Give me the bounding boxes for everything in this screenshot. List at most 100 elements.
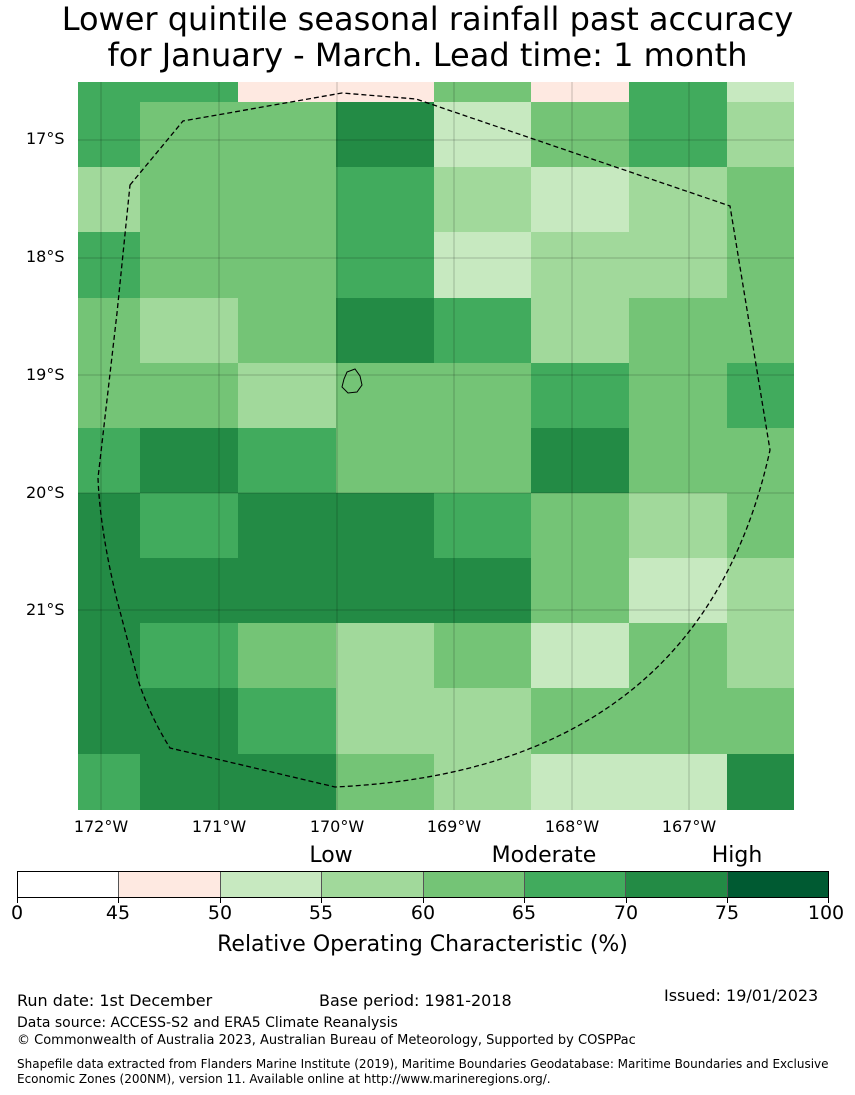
- grid-cell: [336, 232, 434, 298]
- grid-cell: [629, 558, 727, 623]
- grid-cell: [78, 82, 140, 102]
- grid-cell: [140, 754, 238, 810]
- grid-cell: [78, 232, 140, 298]
- grid-cell: [78, 493, 140, 558]
- grid-cell: [238, 558, 336, 623]
- lon-label-172w: 172°W: [73, 817, 129, 836]
- grid-cell: [140, 82, 238, 102]
- grid-cell: [78, 363, 140, 428]
- eez-boundary: [97, 92, 771, 788]
- grid-cell: [629, 688, 727, 754]
- grid-cell: [336, 102, 434, 167]
- data-source: Data source: ACCESS-S2 and ERA5 Climate …: [17, 1015, 398, 1031]
- colorbar-tick: 60: [410, 902, 436, 924]
- grid-cell: [629, 167, 727, 232]
- grid-cell: [238, 232, 336, 298]
- grid-cell: [727, 82, 794, 102]
- grid-cell: [336, 428, 434, 493]
- category-low: Low: [309, 843, 353, 868]
- grid-cell: [629, 298, 727, 363]
- grid-cell: [727, 428, 794, 493]
- grid-cell: [434, 688, 531, 754]
- grid-cell: [434, 167, 531, 232]
- grid-cell: [140, 558, 238, 623]
- lat-label-17s: 17°S: [26, 129, 65, 148]
- colorbar-segment: [322, 872, 424, 897]
- grid-cell: [531, 558, 629, 623]
- grid-cell: [434, 428, 531, 493]
- gridlines: [78, 82, 794, 810]
- grid-cell: [434, 493, 531, 558]
- grid-cell: [531, 623, 629, 688]
- grid-cell: [531, 232, 629, 298]
- colorbar-tick: 50: [207, 902, 233, 924]
- grid-cell: [727, 167, 794, 232]
- grid-cell: [238, 298, 336, 363]
- grid-cell: [336, 493, 434, 558]
- grid-cell: [78, 558, 140, 623]
- grid-cell: [238, 688, 336, 754]
- grid-cell: [78, 167, 140, 232]
- grid-cell: [531, 298, 629, 363]
- grid-cell: [434, 82, 531, 102]
- grid-cell: [531, 493, 629, 558]
- grid-cell: [434, 558, 531, 623]
- colorbar-segment: [524, 872, 627, 897]
- lat-label-20s: 20°S: [26, 483, 65, 502]
- grid-cell: [629, 232, 727, 298]
- grid-cell: [140, 688, 238, 754]
- lat-label-18s: 18°S: [26, 247, 65, 266]
- category-high: High: [711, 843, 763, 868]
- grid-cell: [238, 428, 336, 493]
- grid-cell: [336, 754, 434, 810]
- grid-cell: [78, 688, 140, 754]
- grid-cell: [140, 363, 238, 428]
- grid-cell: [78, 428, 140, 493]
- grid-cell: [140, 167, 238, 232]
- colorbar-tick: 100: [807, 902, 845, 924]
- grid-cell: [629, 623, 727, 688]
- grid-cell: [629, 493, 727, 558]
- colorbar-tick: 70: [613, 902, 639, 924]
- colorbar-segment: [626, 872, 728, 897]
- grid-cell: [434, 623, 531, 688]
- colorbar-tick: 55: [308, 902, 334, 924]
- grid-cell: [531, 754, 629, 810]
- colorbar-label: Relative Operating Characteristic (%): [217, 932, 628, 957]
- lon-label-167w: 167°W: [661, 817, 717, 836]
- issued-date: Issued: 19/01/2023: [664, 986, 819, 1005]
- lat-label-21s: 21°S: [26, 600, 65, 619]
- grid-cell: [531, 428, 629, 493]
- grid-cell: [78, 623, 140, 688]
- lon-label-171w: 171°W: [191, 817, 247, 836]
- grid-cell: [140, 623, 238, 688]
- category-moderate: Moderate: [491, 843, 597, 868]
- colorbar: [17, 871, 829, 898]
- run-date: Run date: 1st December: [17, 991, 213, 1010]
- map-title-line-1: Lower quintile seasonal rainfall past ac…: [61, 0, 794, 38]
- colorbar-segment: [727, 872, 828, 897]
- shapefile-attribution: Shapefile data extracted from Flanders M…: [17, 1057, 829, 1086]
- colorbar-segment: [119, 872, 221, 897]
- grid-cell: [531, 82, 629, 102]
- copyright-notice: © Commonwealth of Australia 2023, Austra…: [17, 1033, 636, 1048]
- map-title-line-2: for January - March. Lead time: 1 month: [107, 36, 748, 74]
- colorbar-segment: [423, 872, 525, 897]
- grid-cell: [238, 102, 336, 167]
- grid-cell: [434, 298, 531, 363]
- colorbar-segment: [18, 872, 120, 897]
- accuracy-map: [78, 82, 794, 810]
- grid-cell: [336, 558, 434, 623]
- grid-cell: [238, 493, 336, 558]
- grid-cell: [336, 298, 434, 363]
- grid-cell: [629, 428, 727, 493]
- grid-cell: [336, 82, 434, 102]
- lon-label-170w: 170°W: [309, 817, 365, 836]
- grid-cell: [434, 232, 531, 298]
- grid-cell: [336, 363, 434, 428]
- grid-cell: [434, 754, 531, 810]
- grid-cell: [727, 558, 794, 623]
- grid-cell: [629, 82, 727, 102]
- grid-cell: [238, 363, 336, 428]
- grid-cell: [140, 298, 238, 363]
